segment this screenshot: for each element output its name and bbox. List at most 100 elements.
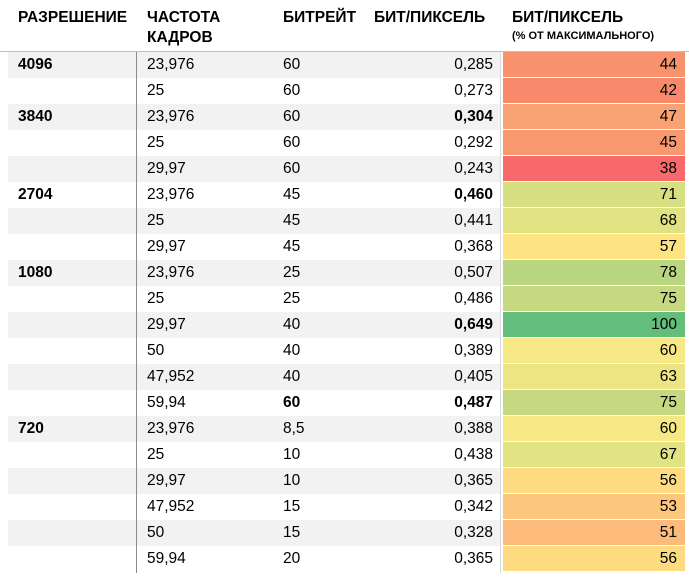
table-body: 4096 23,976 60 0,285 44 25 60 0,273 42 3840 23,976… (0, 52, 689, 572)
bitrate-cell: 45 (283, 186, 301, 203)
bpp-cell: 0,438 (454, 446, 493, 463)
bitrate-cell: 15 (283, 524, 301, 541)
row-shading (8, 156, 500, 182)
framerate-cell: 29,97 (147, 238, 186, 255)
bpp-cell: 0,486 (454, 290, 493, 307)
header-bpp-percent-subtitle: (% ОТ МАКСИМАЛЬНОГО) (512, 30, 655, 42)
heat-cell (503, 130, 685, 156)
heat-cell (503, 286, 685, 312)
bpp-percent-cell: 67 (659, 446, 677, 463)
header-framerate-line1: ЧАСТОТА (147, 9, 221, 26)
table-row: 29,97 10 0,365 56 (0, 468, 689, 494)
heat-cell (503, 390, 685, 416)
framerate-cell: 23,976 (147, 56, 195, 73)
table-row: 50 40 0,389 60 (0, 338, 689, 364)
resolution-cell: 3840 (18, 108, 53, 125)
row-shading (8, 52, 500, 78)
bitrate-cell: 60 (283, 394, 301, 411)
bpp-cell: 0,487 (454, 394, 493, 411)
row-shading (8, 260, 500, 286)
bitrate-cell: 60 (283, 82, 301, 99)
bitrate-cell: 10 (283, 446, 301, 463)
heat-column-divider (500, 52, 501, 573)
bpp-percent-cell: 100 (651, 316, 677, 333)
bpp-percent-cell: 47 (659, 108, 677, 125)
heat-cell (503, 520, 685, 546)
bitrate-cell: 8,5 (283, 420, 305, 437)
row-shading (8, 416, 500, 442)
framerate-cell: 25 (147, 134, 165, 151)
framerate-cell: 59,94 (147, 550, 186, 567)
framerate-cell: 29,97 (147, 472, 186, 489)
framerate-cell: 23,976 (147, 186, 195, 203)
bpp-percent-cell: 42 (659, 82, 677, 99)
bpp-percent-cell: 51 (659, 524, 677, 541)
table-row: 47,952 40 0,405 63 (0, 364, 689, 390)
framerate-cell: 29,97 (147, 316, 186, 333)
framerate-cell: 29,97 (147, 160, 186, 177)
bitrate-cell: 45 (283, 238, 301, 255)
table-row: 720 23,976 8,5 0,388 60 (0, 416, 689, 442)
heat-cell (503, 104, 685, 130)
table-row: 1080 23,976 25 0,507 78 (0, 260, 689, 286)
header-bpp-percent-title: БИТ/ПИКСЕЛЬ (512, 9, 624, 26)
heat-cell (503, 260, 685, 286)
bitrate-cell: 60 (283, 134, 301, 151)
framerate-cell: 23,976 (147, 264, 195, 281)
table-row: 59,94 60 0,487 75 (0, 390, 689, 416)
bpp-percent-cell: 60 (659, 420, 677, 437)
heat-cell (503, 182, 685, 208)
bitrate-cell: 40 (283, 316, 301, 333)
resolution-cell: 2704 (18, 186, 53, 203)
bpp-cell: 0,304 (454, 108, 493, 125)
bpp-percent-cell: 56 (659, 550, 677, 567)
bpp-cell: 0,389 (454, 342, 493, 359)
row-shading (8, 520, 500, 546)
table-row: 25 60 0,292 45 (0, 130, 689, 156)
table-row: 25 25 0,486 75 (0, 286, 689, 312)
table-row: 47,952 15 0,342 53 (0, 494, 689, 520)
framerate-cell: 25 (147, 446, 165, 463)
bitrate-cell: 60 (283, 160, 301, 177)
bpp-cell: 0,460 (454, 186, 493, 203)
table-row: 3840 23,976 60 0,304 47 (0, 104, 689, 130)
bitrate-cell: 60 (283, 108, 301, 125)
bitrate-cell: 15 (283, 498, 301, 515)
bpp-percent-cell: 75 (659, 394, 677, 411)
heat-cell (503, 338, 685, 364)
bpp-cell: 0,388 (454, 420, 493, 437)
bpp-cell: 0,365 (454, 550, 493, 567)
bitrate-cell: 40 (283, 368, 301, 385)
bpp-percent-cell: 75 (659, 290, 677, 307)
bpp-cell: 0,649 (454, 316, 493, 333)
bpp-cell: 0,292 (454, 134, 493, 151)
framerate-cell: 25 (147, 290, 165, 307)
table-row: 50 15 0,328 51 (0, 520, 689, 546)
row-shading (8, 468, 500, 494)
framerate-cell: 47,952 (147, 498, 195, 515)
table-row: 2704 23,976 45 0,460 71 (0, 182, 689, 208)
bpp-percent-cell: 38 (659, 160, 677, 177)
framerate-cell: 23,976 (147, 108, 195, 125)
bpp-cell: 0,285 (454, 56, 493, 73)
header-framerate-line2: КАДРОВ (147, 29, 213, 46)
header-bpp: БИТ/ПИКСЕЛЬ (374, 9, 486, 26)
bpp-cell: 0,441 (454, 212, 493, 229)
bpp-percent-cell: 60 (659, 342, 677, 359)
bpp-percent-cell: 78 (659, 264, 677, 281)
framerate-cell: 50 (147, 524, 165, 541)
row-shading (8, 208, 500, 234)
bpp-cell: 0,273 (454, 82, 493, 99)
table-row: 29,97 45 0,368 57 (0, 234, 689, 260)
heat-cell (503, 468, 685, 494)
bitrate-cell: 10 (283, 472, 301, 489)
table-row: 29,97 40 0,649 100 (0, 312, 689, 338)
table-row: 25 60 0,273 42 (0, 78, 689, 104)
bpp-cell: 0,342 (454, 498, 493, 515)
bpp-cell: 0,328 (454, 524, 493, 541)
table-row: 4096 23,976 60 0,285 44 (0, 52, 689, 78)
heat-cell (503, 546, 685, 572)
table-row: 25 10 0,438 67 (0, 442, 689, 468)
bpp-percent-cell: 45 (659, 134, 677, 151)
heat-cell (503, 156, 685, 182)
